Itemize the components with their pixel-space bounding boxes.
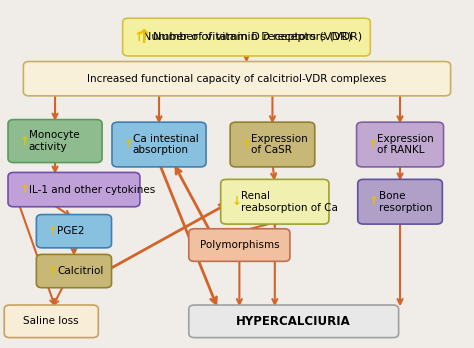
FancyBboxPatch shape: [358, 179, 442, 224]
Text: PGE2: PGE2: [57, 226, 85, 236]
Text: IL-1 and other cytokines: IL-1 and other cytokines: [29, 184, 155, 195]
FancyBboxPatch shape: [230, 122, 315, 167]
Text: Polymorphisms: Polymorphisms: [200, 240, 279, 250]
FancyBboxPatch shape: [123, 18, 370, 56]
Text: Number of vitamin D receptors (VDR): Number of vitamin D receptors (VDR): [153, 32, 362, 42]
FancyBboxPatch shape: [8, 173, 140, 207]
Text: Renal
reabsorption of Ca: Renal reabsorption of Ca: [241, 191, 338, 213]
Text: ↑: ↑: [368, 138, 378, 151]
FancyBboxPatch shape: [189, 229, 290, 261]
FancyBboxPatch shape: [112, 122, 206, 167]
Text: ↑: ↑: [48, 225, 58, 238]
Text: ↑: ↑: [136, 27, 152, 47]
Text: Bone
resorption: Bone resorption: [379, 191, 432, 213]
Text: ↑: ↑: [48, 264, 58, 278]
Text: Number of vitamin D receptors (VDR): Number of vitamin D receptors (VDR): [144, 32, 353, 42]
Text: ↑: ↑: [369, 195, 379, 208]
Text: Calcitriol: Calcitriol: [57, 266, 103, 276]
FancyBboxPatch shape: [23, 62, 451, 96]
Text: ↑: ↑: [19, 183, 29, 196]
Text: Monocyte
activity: Monocyte activity: [29, 130, 80, 152]
Text: ↓: ↓: [232, 195, 242, 208]
Text: ↑: ↑: [19, 135, 29, 148]
FancyBboxPatch shape: [4, 305, 98, 338]
Text: Saline loss: Saline loss: [23, 316, 79, 326]
Text: Expression
of CaSR: Expression of CaSR: [251, 134, 308, 155]
Text: ↑: ↑: [123, 138, 133, 151]
FancyBboxPatch shape: [36, 254, 111, 288]
FancyBboxPatch shape: [8, 120, 102, 163]
Text: ↑: ↑: [134, 31, 145, 44]
FancyBboxPatch shape: [36, 215, 111, 248]
Text: Expression
of RANKL: Expression of RANKL: [377, 134, 434, 155]
Text: ↑: ↑: [241, 138, 251, 151]
FancyBboxPatch shape: [221, 179, 329, 224]
FancyBboxPatch shape: [189, 305, 399, 338]
Text: Ca intestinal
absorption: Ca intestinal absorption: [133, 134, 199, 155]
Text: HYPERCALCIURIA: HYPERCALCIURIA: [237, 315, 351, 328]
Text: Increased functional capacity of calcitriol-VDR complexes: Increased functional capacity of calcitr…: [87, 74, 387, 84]
FancyBboxPatch shape: [356, 122, 444, 167]
